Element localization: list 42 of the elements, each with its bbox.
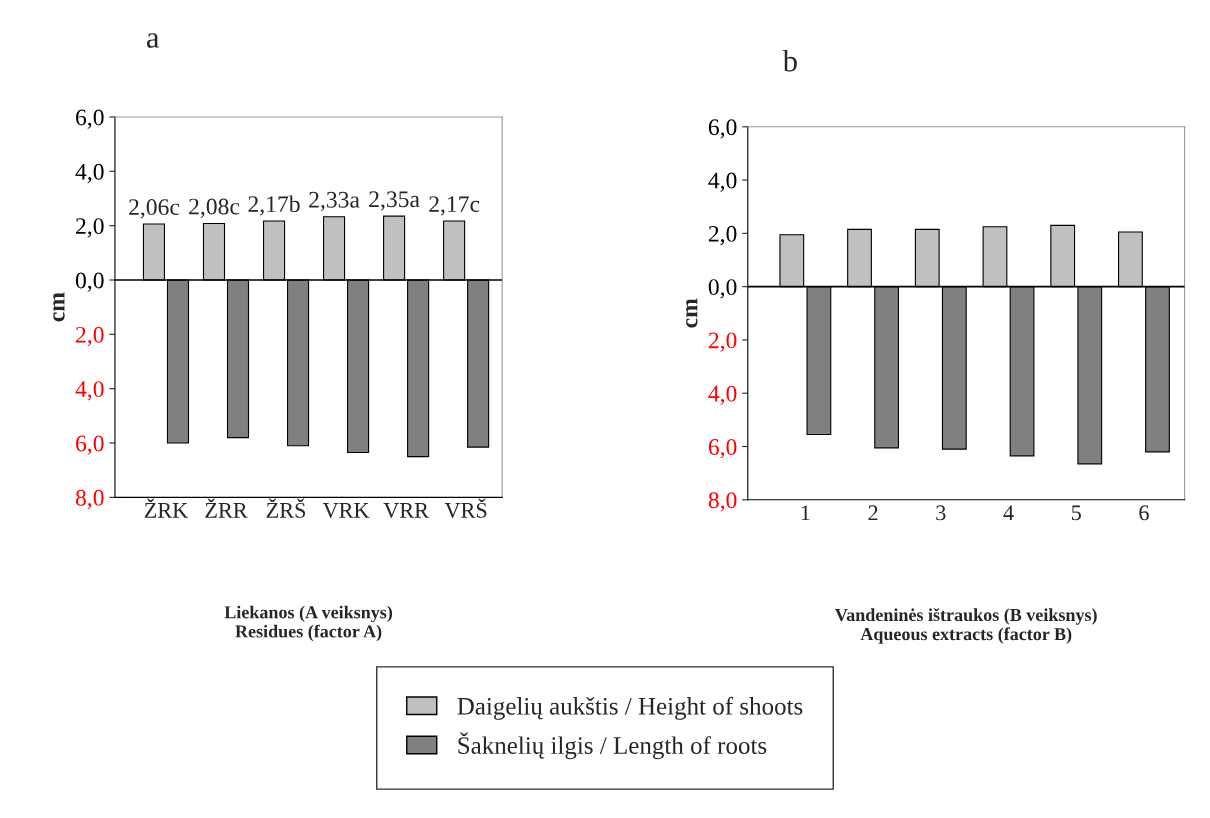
y-tick-label: 2,0 [76,218,104,238]
x-tick-label: VRK [322,503,370,518]
data-label: 2,35a [369,191,420,211]
y-tick-label: 4,0 [75,163,104,184]
y-tick-label: 0,0 [75,272,104,292]
chart-title: a [147,33,160,48]
y-tick-label: 6,0 [76,109,104,129]
y-axis-title: cm [686,298,698,328]
x-tick-label: ŽRK [144,498,188,518]
x-tick-label: 2 [868,505,878,521]
y-axis-title: cm [53,292,65,322]
y-tick-label: 8,0 [708,492,737,512]
x-tick-label: ŽRŠ [266,498,306,518]
y-tick-label: 0,0 [708,279,737,299]
x-tick-label: ŽRR [205,498,248,518]
y-tick-label: 8,0 [75,489,104,510]
y-tick-label: 6,0 [708,119,737,139]
y-tick-label: 4,0 [708,385,737,406]
x-tick-label: VRR [383,503,429,518]
data-label: 2,33a [309,191,360,212]
data-label: 2,08c [189,198,240,218]
data-label: 2,06c [129,199,180,219]
x-axis-title: Liekanos (A veiksnys) Residues (factor A) [224,605,393,642]
x-tick-label: 1 [801,505,810,521]
x-tick-label: 4 [1003,505,1014,521]
y-tick-label: 2,0 [76,326,104,347]
x-tick-label: 6 [1139,505,1149,521]
y-tick-label: 4,0 [708,172,737,192]
y-tick-label: 6,0 [708,439,737,459]
y-tick-label: 4,0 [75,381,104,401]
data-label: 2,17b [248,195,300,216]
data-label: 2,17c [429,196,480,216]
x-tick-label: 5 [1071,505,1081,521]
y-tick-label: 2,0 [708,332,737,352]
y-tick-label: 2,0 [708,225,737,246]
x-tick-label: 3 [936,505,946,521]
y-tick-label: 6,0 [76,435,104,455]
legend-label: Šaknelių ilgis / Length of roots [458,732,767,760]
chart-title: b [782,50,797,72]
x-axis-title: Vandeninės ištraukos (B veiksnys) Aqueous extracts (factor B) [835,608,1097,644]
x-tick-label: VRŠ [444,498,487,518]
legend-label: Daigelių aukštis / Height of shoots [457,696,803,720]
